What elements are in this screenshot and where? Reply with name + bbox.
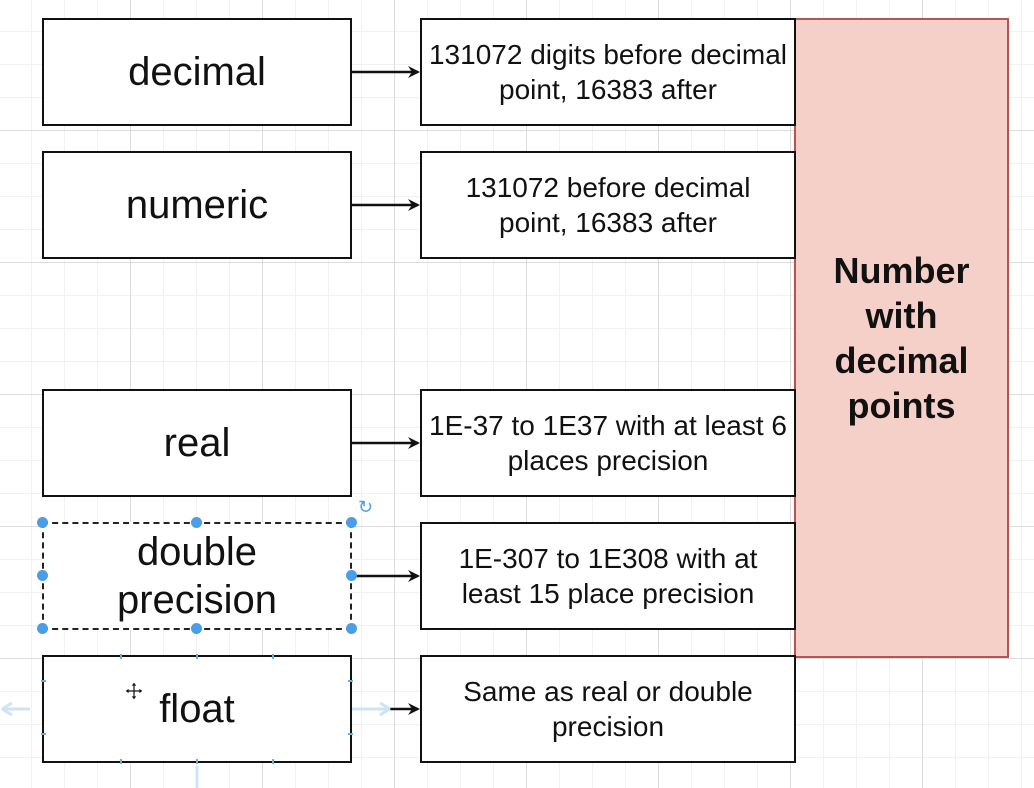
resize-handle[interactable] <box>37 517 48 528</box>
rotate-icon[interactable]: ↻ <box>358 497 374 517</box>
resize-handle[interactable] <box>191 623 202 634</box>
desc-box-float[interactable]: Same as real or double precision <box>420 655 796 763</box>
desc-text: Same as real or double precision <box>463 676 753 742</box>
desc-box-numeric[interactable]: 131072 before decimal point, 16383 after <box>420 151 796 259</box>
hover-tick <box>196 759 198 764</box>
hover-tick <box>41 680 46 682</box>
type-box-decimal[interactable]: decimal <box>42 18 352 126</box>
resize-handle[interactable] <box>346 517 357 528</box>
type-label: double precision <box>116 530 278 622</box>
hover-tick <box>196 654 198 659</box>
desc-text: 131072 before decimal point, 16383 after <box>465 172 751 238</box>
resize-handle[interactable] <box>346 570 357 581</box>
type-label: float <box>159 687 235 731</box>
type-label: real <box>163 421 231 465</box>
type-label: decimal <box>128 50 266 94</box>
type-box-numeric[interactable]: numeric <box>42 151 352 259</box>
hover-tick <box>41 733 46 735</box>
desc-text: 1E-307 to 1E308 with at least 15 place p… <box>458 543 758 609</box>
desc-text: 131072 digits before decimal point, 1638… <box>428 39 787 105</box>
type-box-double-precision[interactable]: double precision <box>42 522 352 630</box>
resize-handle[interactable] <box>37 570 48 581</box>
resize-handle[interactable] <box>346 623 357 634</box>
hover-tick <box>348 680 353 682</box>
hover-tick <box>272 654 274 659</box>
move-cursor-icon <box>124 681 144 701</box>
hover-tick <box>348 733 353 735</box>
resize-handle[interactable] <box>191 517 202 528</box>
type-box-float[interactable]: float <box>42 655 352 763</box>
hover-tick <box>272 759 274 764</box>
type-box-real[interactable]: real <box>42 389 352 497</box>
hover-tick <box>120 759 122 764</box>
group-label: Number with decimal points <box>833 250 970 426</box>
hover-tick <box>120 654 122 659</box>
guide-arrow-right-icon <box>352 701 391 717</box>
resize-handle[interactable] <box>37 623 48 634</box>
desc-box-decimal[interactable]: 131072 digits before decimal point, 1638… <box>420 18 796 126</box>
desc-box-double-precision[interactable]: 1E-307 to 1E308 with at least 15 place p… <box>420 522 796 630</box>
group-label-box[interactable]: Number with decimal points <box>794 18 1009 658</box>
guide-arrow-left-icon <box>1 701 30 717</box>
desc-text: 1E-37 to 1E37 with at least 6 places pre… <box>429 410 787 476</box>
desc-box-real[interactable]: 1E-37 to 1E37 with at least 6 places pre… <box>420 389 796 497</box>
type-label: numeric <box>125 183 269 227</box>
